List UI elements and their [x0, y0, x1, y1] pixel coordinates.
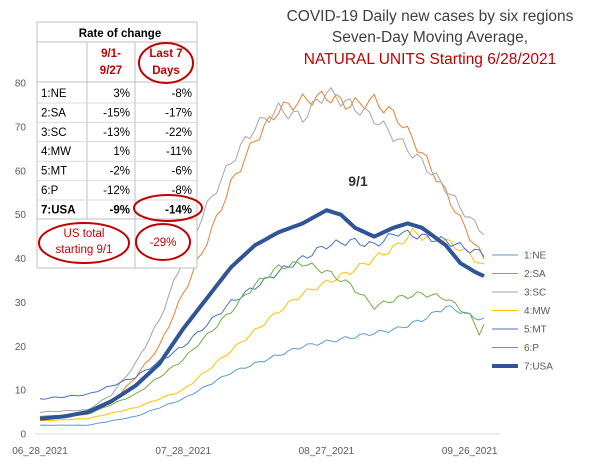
legend-label: 3:SC	[524, 288, 546, 299]
chart-title: COVID-19 Daily new cases by six regions …	[287, 8, 574, 68]
table-cell-region: 4:MW	[41, 146, 71, 158]
y-tick-label: 60	[15, 166, 27, 177]
table-col1-header: 9/1-9/27	[100, 48, 122, 77]
x-tick-label: 08_27_2021	[299, 446, 355, 457]
highlight-circle-usa	[133, 194, 203, 222]
annotation-9-1: 9/1	[348, 173, 368, 189]
legend-label: 2:SA	[524, 269, 546, 280]
series-line-5-mt	[39, 229, 485, 400]
table-cell-v2: -17%	[165, 107, 192, 119]
series-line-6-p	[39, 261, 485, 418]
table-cell-region: 2:SA	[41, 107, 66, 119]
table-rows: 1:NE 3% -8% 2:SA -15% -17% 3:SC -13% -22% 4:MW 1% -…	[37, 88, 197, 216]
series-line-7-usa	[39, 208, 485, 421]
table-cell-v1: 3%	[113, 88, 130, 100]
table-cell-v1: -9%	[110, 204, 130, 216]
table-cell-v2: -22%	[165, 127, 192, 139]
legend-label: 4:MW	[524, 306, 551, 317]
y-tick-label: 80	[15, 79, 27, 90]
series-line-3-sc	[39, 87, 485, 413]
highlight-circle-last7	[138, 42, 194, 84]
table-cell-v1: -12%	[103, 185, 130, 197]
y-tick-label: 30	[15, 298, 27, 309]
legend-label: 6:P	[524, 343, 539, 354]
table-title: Rate of change	[79, 28, 161, 40]
table-cell-region: 3:SC	[41, 127, 67, 139]
y-tick-label: 70	[15, 122, 27, 133]
y-tick-label: 50	[15, 210, 27, 221]
y-tick-label: 10	[15, 386, 27, 397]
table-footer-value: -29%	[150, 237, 177, 249]
x-tick-label: 06_28_2021	[12, 446, 68, 457]
y-tick-label: 40	[15, 254, 27, 265]
x-tick-labels: 06_28_2021 07_28_2021 08_27_2021 09_26_2021	[12, 446, 498, 457]
y-tick-label: 20	[15, 342, 27, 353]
table-cell-v2: -8%	[172, 88, 192, 100]
table-cell-region: 1:NE	[41, 88, 67, 100]
y-tick-label: 0	[20, 430, 26, 441]
table-cell-v2: -6%	[172, 166, 192, 178]
legend: 1:NE 2:SA 3:SC 4:MW 5:MT 6:P 7:USA	[492, 251, 553, 373]
series-line-1-ne	[39, 305, 485, 426]
title-line-3: NATURAL UNITS Starting 6/28/2021	[304, 51, 556, 68]
table-cell-region: 5:MT	[41, 166, 67, 178]
legend-label: 1:NE	[524, 251, 547, 262]
table-cell-v1: -15%	[103, 107, 130, 119]
table-cell-v2: -11%	[166, 146, 192, 158]
title-line-2: Seven-Day Moving Average,	[332, 29, 528, 46]
table-background	[37, 22, 197, 268]
table-cell-v1: 1%	[113, 146, 130, 158]
rate-of-change-table: Rate of change 9/1-9/27 Last 7 Days 1:NE 3…	[36, 21, 203, 269]
legend-label: 5:MT	[524, 325, 547, 336]
table-cell-v2: -14%	[165, 204, 192, 216]
table-cell-v1: -13%	[103, 127, 130, 139]
table-footer-label: US total starting 9/1	[56, 228, 113, 256]
table-cell-v1: -2%	[110, 166, 130, 178]
table-cell-region: 6:P	[41, 185, 59, 197]
highlight-circle-total-value	[135, 223, 191, 261]
highlight-circle-us-total	[38, 222, 130, 264]
table-col2-header: Last 7 Days	[149, 48, 182, 77]
x-tick-label: 07_28_2021	[155, 446, 211, 457]
x-tick-label: 09_26_2021	[442, 446, 498, 457]
series-layer	[39, 87, 485, 426]
y-tick-labels: 0 10 20 30 40 50 60 70 80	[15, 79, 27, 441]
legend-label: 7:USA	[524, 362, 553, 373]
title-line-1: COVID-19 Daily new cases by six regions	[287, 8, 574, 25]
table-cell-v2: -8%	[172, 185, 192, 197]
table-cell-region: 7:USA	[41, 204, 76, 216]
